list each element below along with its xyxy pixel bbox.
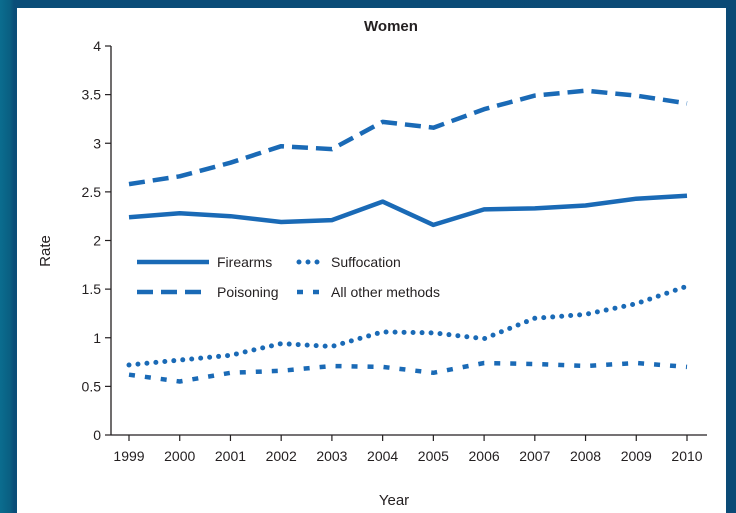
y-axis-label: Rate [37, 235, 54, 267]
legend-label: Suffocation [331, 254, 401, 270]
x-tick-label: 2001 [215, 448, 246, 464]
y-tick-label: 0.5 [82, 378, 102, 394]
y-tick-label: 3 [93, 135, 101, 151]
axes: 0 0.5 1 1.5 2 2.5 3 3.5 4 1999 2000 2001 2002 2003 200… [82, 38, 707, 464]
legend: Firearms Poisoning Suffocation All other me… [137, 254, 440, 300]
x-tick-label: 2008 [570, 448, 601, 464]
series-line-poisoning [128, 88, 688, 187]
y-tick-label: 0 [93, 427, 101, 443]
x-tick-label: 2005 [418, 448, 449, 464]
legend-label: All other methods [331, 284, 440, 300]
chart-title: Women [364, 18, 418, 35]
legend-label: Poisoning [217, 284, 279, 300]
x-tick-label: 2010 [671, 448, 702, 464]
series-line-firearms [128, 193, 688, 228]
x-tick-label: 2002 [266, 448, 297, 464]
line-chart: Women Rate Year 0 0.5 1 1.5 2 2.5 3 3.5 4 1999 200… [37, 18, 707, 509]
legend-label: Firearms [217, 254, 272, 270]
x-tick-label: 2000 [164, 448, 195, 464]
y-tick-label: 3.5 [82, 87, 102, 103]
x-tick-label: 2003 [316, 448, 347, 464]
x-tick-label: 2004 [367, 448, 398, 464]
x-tick-label: 2006 [469, 448, 500, 464]
chart-panel: Women Rate Year 0 0.5 1 1.5 2 2.5 3 3.5 4 1999 200… [17, 8, 726, 513]
x-tick-label: 1999 [113, 448, 144, 464]
y-tick-label: 4 [93, 38, 101, 54]
x-tick-label: 2009 [621, 448, 652, 464]
y-tick-label: 1.5 [82, 281, 102, 297]
y-tick-label: 2 [93, 233, 101, 249]
x-axis-label: Year [379, 492, 409, 509]
series-line-all-other-methods [128, 360, 688, 384]
series-lines [126, 88, 690, 384]
y-tick-label: 2.5 [82, 184, 102, 200]
x-tick-label: 2007 [519, 448, 550, 464]
y-tick-label: 1 [93, 330, 101, 346]
